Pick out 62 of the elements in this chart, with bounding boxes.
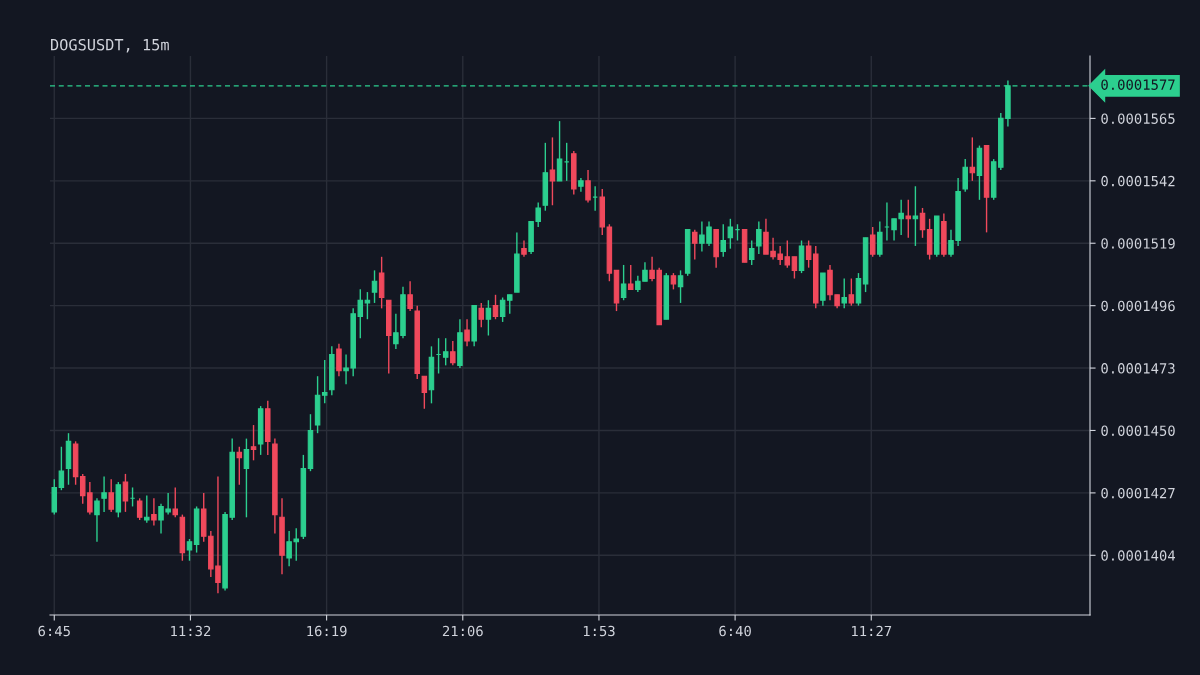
candlestick xyxy=(912,185,919,247)
candlestick xyxy=(556,120,563,182)
candlestick xyxy=(506,294,513,315)
candlestick xyxy=(336,342,342,377)
candlestick xyxy=(478,302,485,329)
candlestick xyxy=(464,318,470,348)
candlestick xyxy=(756,220,762,255)
candlestick xyxy=(122,473,129,513)
y-tick-label: 0.0001427 xyxy=(1101,487,1175,499)
x-tick-label: 6:40 xyxy=(719,625,751,637)
candlestick xyxy=(720,223,727,258)
candlestick xyxy=(492,294,499,320)
candlestick xyxy=(151,497,157,527)
candlestick xyxy=(94,497,100,543)
candlestick xyxy=(748,239,755,266)
candlestick xyxy=(442,337,449,367)
candlestick xyxy=(677,269,684,304)
candlestick xyxy=(585,169,591,204)
candlestick xyxy=(186,538,193,562)
candlestick xyxy=(692,228,698,261)
candlestick xyxy=(549,136,556,206)
candlestick xyxy=(250,424,257,462)
candlestick xyxy=(620,264,627,301)
candlestick xyxy=(848,277,855,307)
x-tick-label: 11:27 xyxy=(852,625,892,637)
candlestick xyxy=(243,437,250,519)
chart-title: DOGSUSDT, 15m xyxy=(51,38,169,53)
candlestick xyxy=(962,158,968,193)
candlestick xyxy=(144,494,150,524)
candlestick xyxy=(877,220,883,258)
y-tick-label: 0.0001450 xyxy=(1101,425,1175,436)
y-tick-label: 0.0001565 xyxy=(1101,113,1175,124)
x-tick-label: 6:45 xyxy=(38,625,70,637)
x-tick-label: 16:19 xyxy=(307,625,347,637)
x-tick-label: 21:06 xyxy=(442,625,483,637)
candlestick xyxy=(407,280,413,312)
candlestick xyxy=(364,291,371,320)
x-tick-label: 11:32 xyxy=(171,625,211,637)
candlestick xyxy=(101,475,107,513)
candlestick xyxy=(172,486,179,519)
y-tick-label: 0.0001496 xyxy=(1101,300,1175,312)
candlestick xyxy=(905,199,912,239)
candlestick xyxy=(236,446,243,486)
y-tick-label: 0.0001542 xyxy=(1101,175,1175,187)
candlestick xyxy=(421,375,428,410)
y-tick-label: 0.0001473 xyxy=(1101,363,1175,374)
candlestick xyxy=(321,359,328,405)
candlestick xyxy=(727,218,734,250)
candlestick xyxy=(869,226,876,258)
ref-line-label: 0.0001577 xyxy=(1101,79,1175,90)
candlestick xyxy=(108,478,114,513)
candlestick xyxy=(485,299,492,337)
candlestick xyxy=(371,269,378,304)
x-tick-label: 1:53 xyxy=(583,625,615,637)
candlestick xyxy=(627,264,634,291)
candlestick xyxy=(969,136,976,182)
y-tick-label: 0.0001519 xyxy=(1101,238,1175,249)
candlestick xyxy=(841,277,847,310)
candlestick xyxy=(791,256,798,280)
y-tick-label: 0.0001404 xyxy=(1101,550,1176,561)
candlestick xyxy=(136,497,143,521)
candlestick xyxy=(450,340,456,367)
